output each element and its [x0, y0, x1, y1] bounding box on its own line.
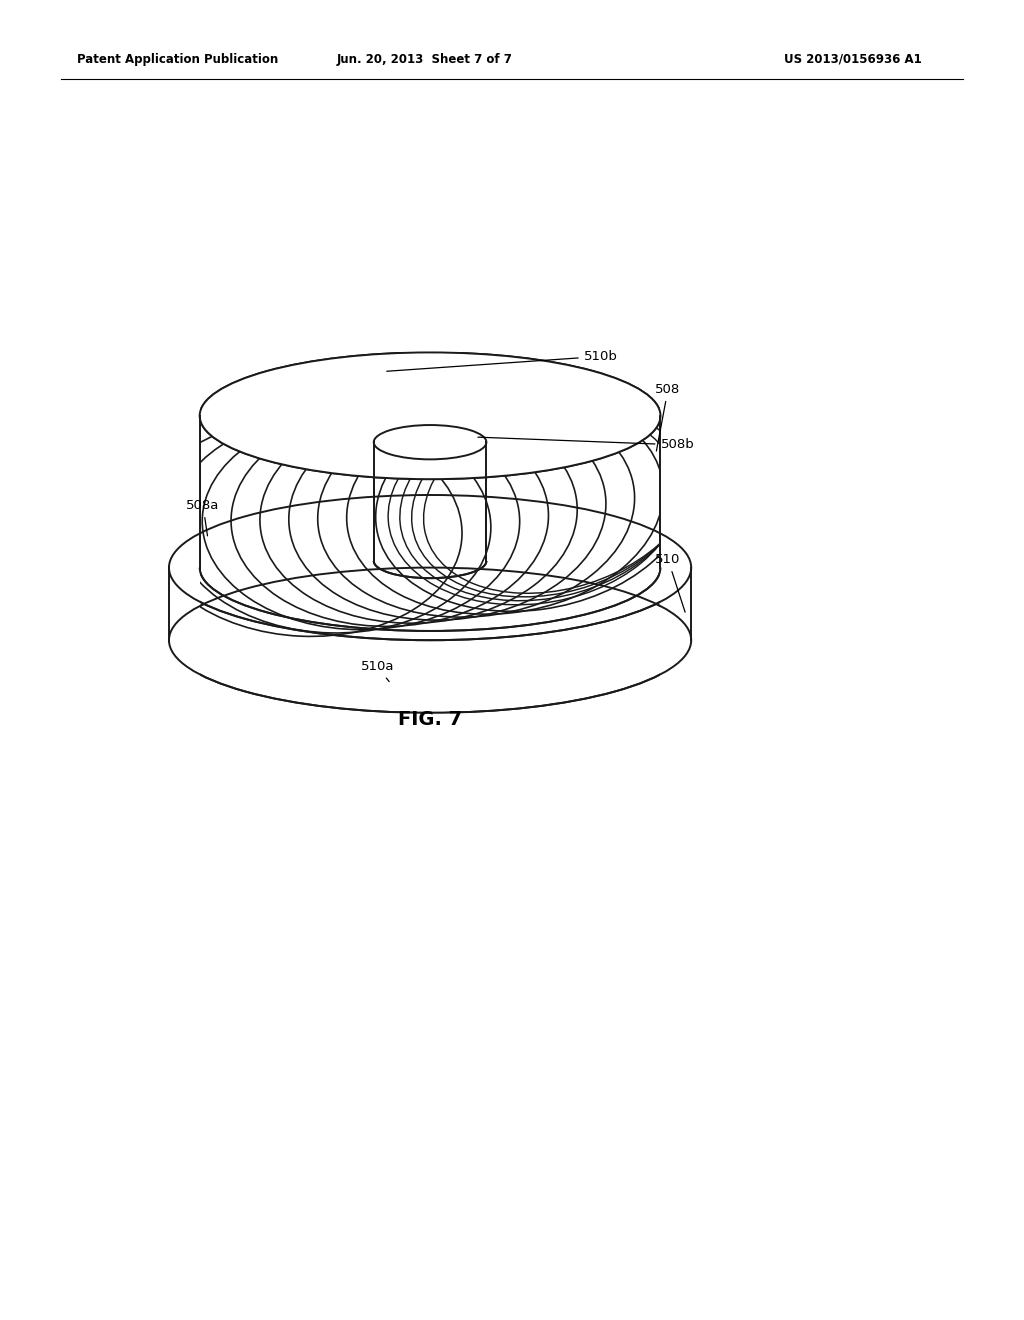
Text: 508a: 508a — [186, 499, 220, 536]
Text: 510a: 510a — [360, 660, 394, 681]
Polygon shape — [660, 0, 1024, 1320]
Ellipse shape — [169, 568, 691, 713]
Text: 510b: 510b — [387, 350, 617, 371]
Polygon shape — [0, 713, 1024, 1320]
Ellipse shape — [200, 352, 660, 479]
Text: 508b: 508b — [478, 437, 694, 451]
Text: Patent Application Publication: Patent Application Publication — [77, 53, 279, 66]
Text: 510: 510 — [655, 553, 685, 612]
Text: US 2013/0156936 A1: US 2013/0156936 A1 — [783, 53, 922, 66]
Text: FIG. 7: FIG. 7 — [398, 710, 462, 729]
Ellipse shape — [374, 425, 486, 459]
Ellipse shape — [200, 352, 660, 479]
Ellipse shape — [169, 495, 691, 640]
Polygon shape — [200, 416, 660, 568]
Text: Jun. 20, 2013  Sheet 7 of 7: Jun. 20, 2013 Sheet 7 of 7 — [337, 53, 513, 66]
Polygon shape — [200, 0, 660, 352]
Polygon shape — [0, 0, 200, 1320]
Ellipse shape — [374, 425, 486, 459]
Text: 508: 508 — [655, 383, 681, 451]
